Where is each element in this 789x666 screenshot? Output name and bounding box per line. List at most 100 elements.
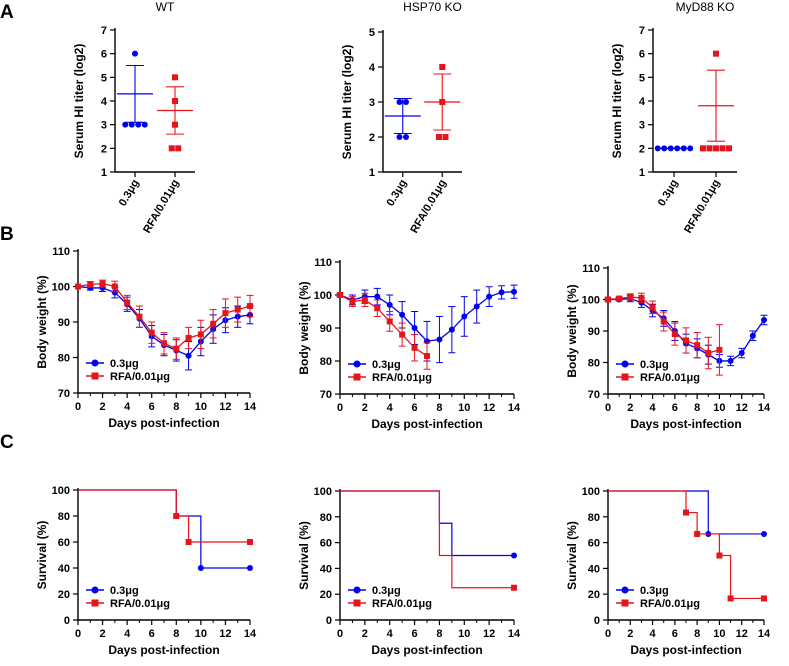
x-axis-label: Days post-infection <box>108 416 219 430</box>
x-tick-label: 10 <box>458 628 470 640</box>
y-tick-label: 80 <box>588 512 600 524</box>
data-point <box>511 552 517 559</box>
data-point <box>141 121 148 128</box>
y-axis-label: Serum HI titer (log2) <box>72 44 86 159</box>
x-tick-label: 8 <box>436 402 442 414</box>
data-point <box>247 565 253 571</box>
x-tick-label: 14 <box>244 401 257 413</box>
x-tick-label: 6 <box>149 401 155 413</box>
y-tick-label: 0 <box>594 615 600 627</box>
x-tick-label: 8 <box>694 628 700 640</box>
x-tick-label: 4 <box>124 628 131 640</box>
data-point <box>337 292 343 298</box>
y-tick-label: 1 <box>101 167 107 179</box>
x-tick-label: 12 <box>736 402 748 414</box>
legend-marker <box>353 360 361 368</box>
survival-curve <box>340 490 514 557</box>
legend-marker <box>91 372 99 380</box>
data-point <box>638 294 645 301</box>
data-point <box>173 345 180 352</box>
x-tick-label: 6 <box>672 628 678 640</box>
y-tick-label: 90 <box>320 323 332 335</box>
data-point <box>716 346 723 353</box>
data-point <box>411 325 418 331</box>
y-tick-label: 40 <box>320 563 332 575</box>
data-point <box>705 350 712 357</box>
data-point <box>386 318 393 325</box>
data-point <box>175 145 182 152</box>
data-point <box>399 311 406 318</box>
y-tick-label: 5 <box>369 27 375 39</box>
data-point <box>461 313 468 320</box>
survival-curve <box>78 489 250 569</box>
y-tick-label: 5 <box>639 72 645 84</box>
data-point <box>403 134 409 140</box>
x-tick-label: 14 <box>758 402 771 414</box>
x-tick-label: 4 <box>124 401 131 413</box>
data-point <box>374 305 381 312</box>
data-point <box>361 296 368 303</box>
x-tick-label: 14 <box>758 628 771 640</box>
panel-letter-b: B <box>0 224 14 245</box>
x-category-label: 0.3μg <box>117 178 142 209</box>
y-tick-label: 80 <box>320 512 332 524</box>
legend-label: 0.3μg <box>110 358 139 370</box>
y-tick-label: 100 <box>52 282 70 294</box>
data-point <box>439 64 446 70</box>
y-tick-label: 7 <box>639 25 645 37</box>
legend-label: RFA/0.01μg <box>372 598 432 610</box>
data-point <box>234 306 241 313</box>
legend-marker <box>621 360 629 368</box>
x-tick-label: 2 <box>362 628 368 640</box>
legend-marker <box>91 599 99 607</box>
y-tick-label: 3 <box>639 120 645 132</box>
y-tick-label: 3 <box>101 120 107 132</box>
y-tick-label: 6 <box>639 49 645 61</box>
y-tick-label: 80 <box>58 511 70 523</box>
data-point <box>700 145 706 152</box>
legend-label: 0.3μg <box>110 585 139 597</box>
data-point <box>148 329 155 336</box>
x-tick-label: 2 <box>100 628 106 640</box>
legend-marker <box>91 586 99 594</box>
y-tick-label: 90 <box>588 326 600 338</box>
y-axis-label: Survival (%) <box>565 521 579 590</box>
survival-curve <box>608 490 764 600</box>
chart-9: 0 20 40 60 80 100 Survival (%) 0 2 4 6 8 10 12 14 Days … <box>565 486 771 657</box>
data-point <box>436 336 443 343</box>
x-tick-label: 0 <box>75 401 81 413</box>
data-point <box>713 50 719 57</box>
x-tick-label: 4 <box>650 628 657 640</box>
data-point <box>486 293 493 300</box>
data-point <box>511 288 517 295</box>
data-point <box>374 293 381 300</box>
data-point <box>498 289 505 296</box>
y-tick-label: 6 <box>101 49 107 61</box>
data-point <box>111 283 118 290</box>
data-point <box>761 530 767 537</box>
x-tick-label: 10 <box>195 628 207 640</box>
data-point <box>386 301 393 308</box>
x-tick-label: 2 <box>100 401 106 413</box>
data-point <box>75 283 81 290</box>
x-tick-label: 14 <box>244 628 257 640</box>
data-point <box>761 316 767 323</box>
data-point <box>694 342 701 349</box>
x-tick-label: 2 <box>362 402 368 414</box>
y-tick-label: 2 <box>639 143 645 155</box>
x-tick-label: 8 <box>694 402 700 414</box>
data-point <box>671 331 678 338</box>
y-tick-label: 60 <box>58 537 70 549</box>
x-category-label: RFA/0.01μg <box>408 178 448 236</box>
x-tick-label: 6 <box>149 628 155 640</box>
y-tick-label: 70 <box>320 389 332 401</box>
y-axis-label: Survival (%) <box>35 521 49 590</box>
data-point <box>683 337 689 344</box>
data-point <box>726 145 732 152</box>
data-point <box>605 296 611 303</box>
x-tick-label: 6 <box>672 402 678 414</box>
legend-marker <box>353 599 361 607</box>
y-tick-label: 0 <box>326 615 332 627</box>
